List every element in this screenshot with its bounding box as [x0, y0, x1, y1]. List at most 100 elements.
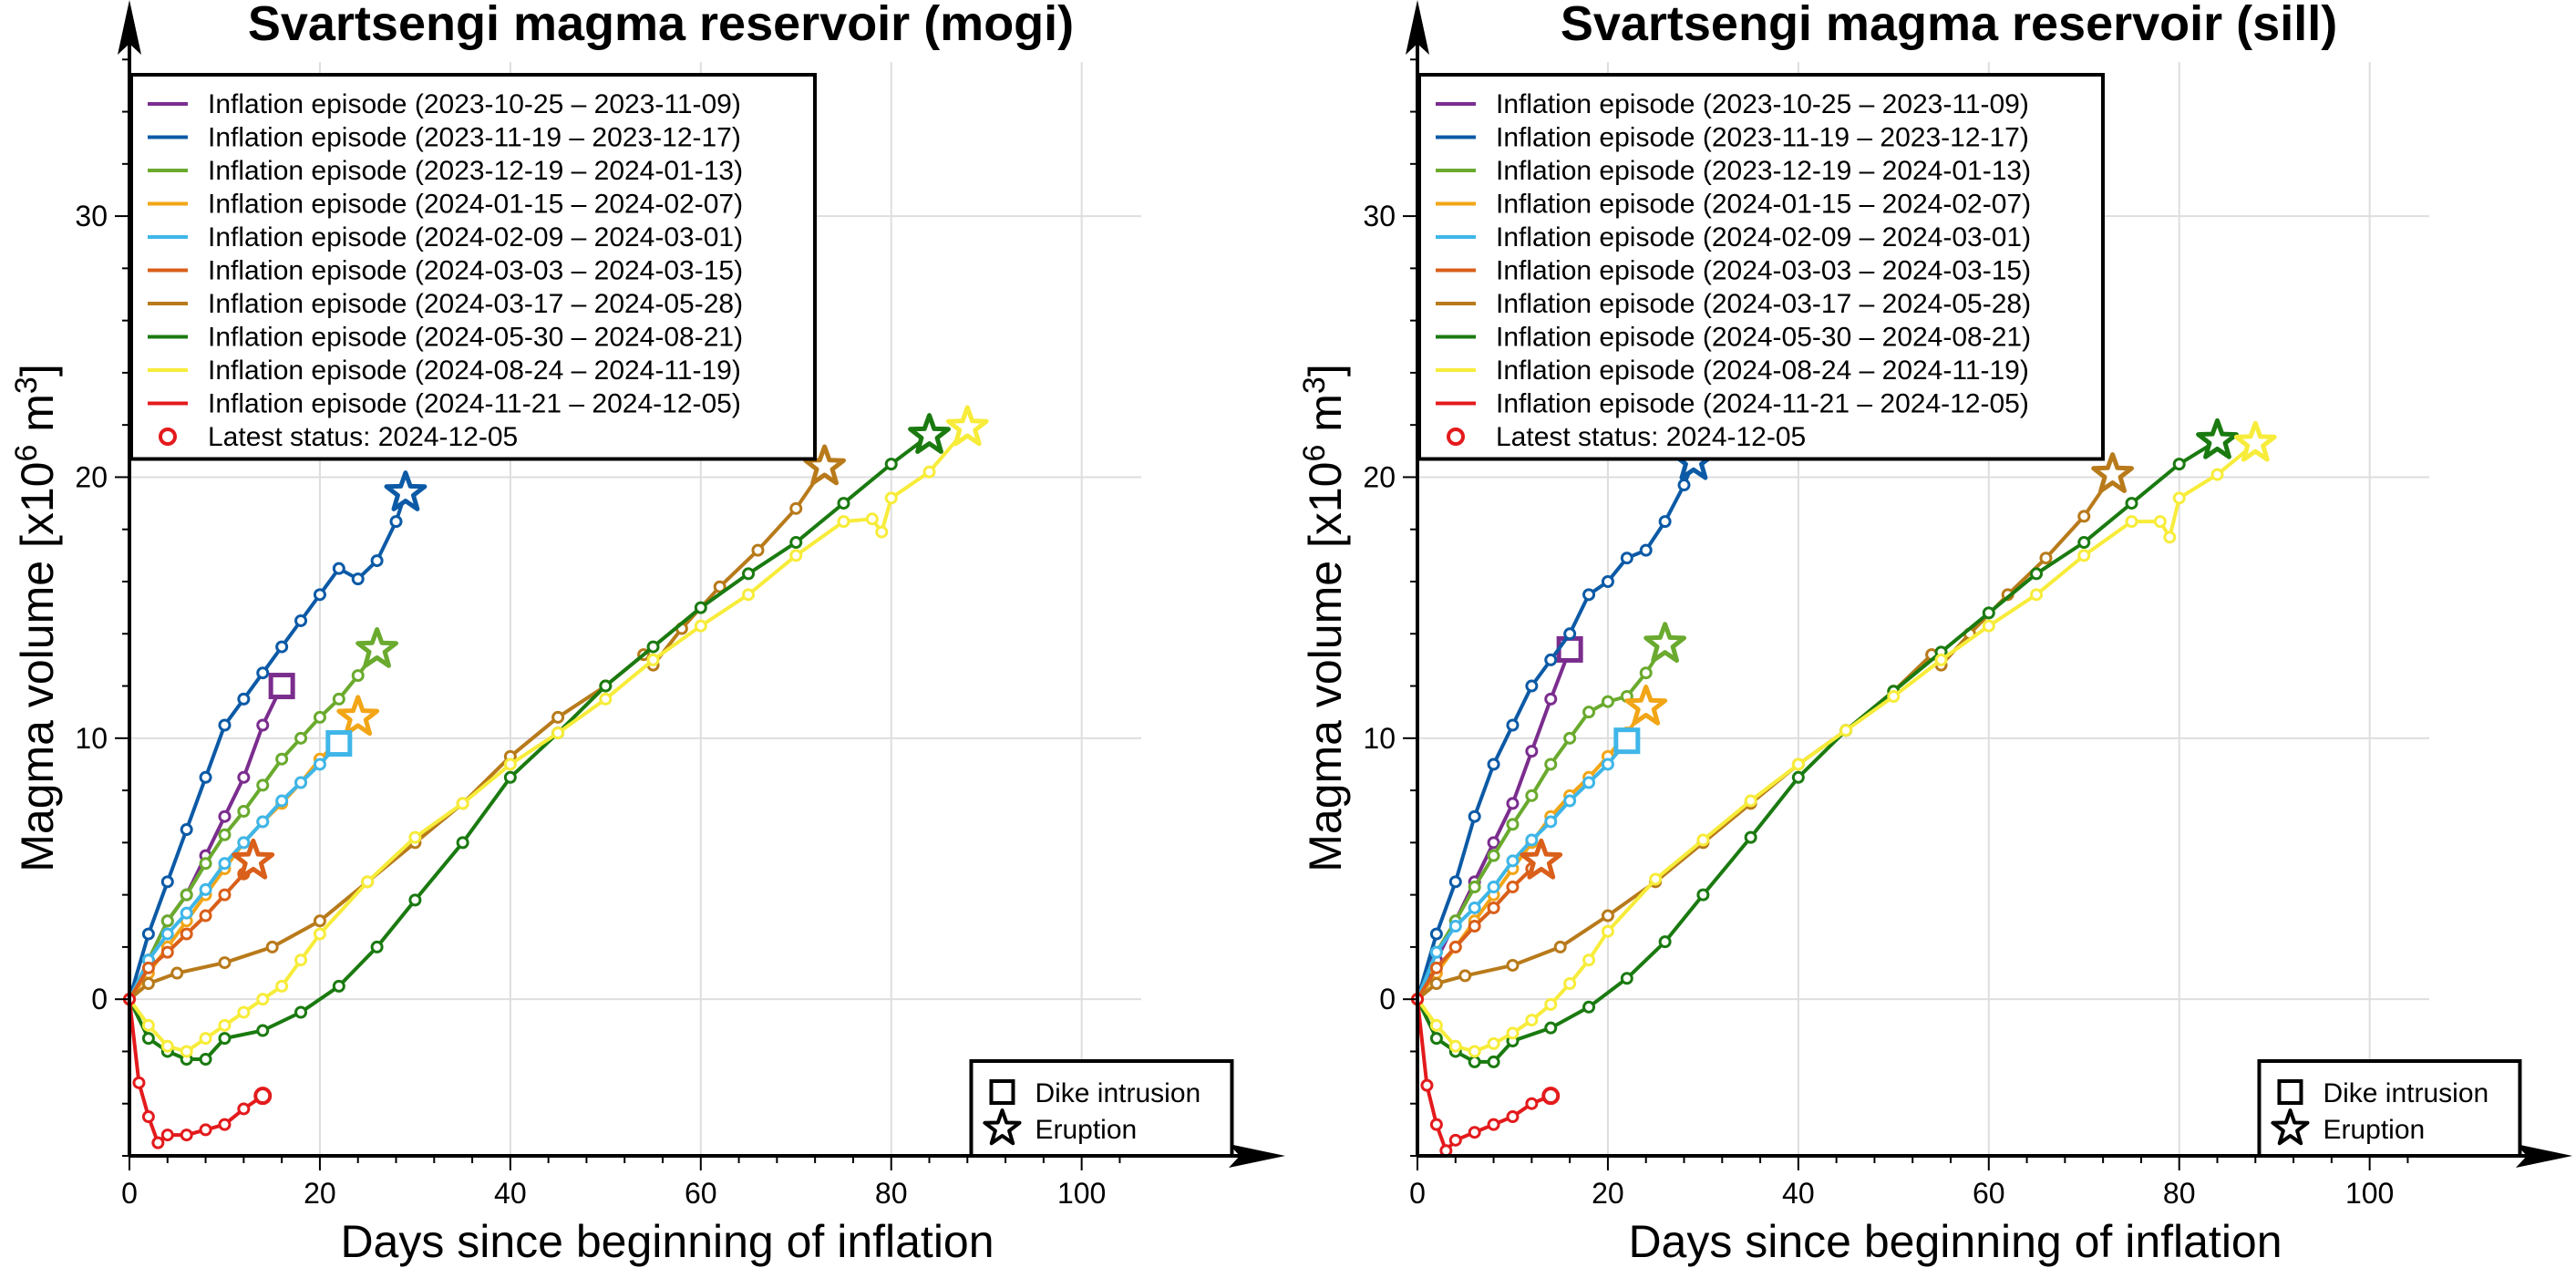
data-point [1544, 1021, 1558, 1035]
legend-box [1417, 73, 2105, 461]
data-point [1420, 1078, 1434, 1092]
legend-label: Inflation episode (2023-12-19 – 2024-01-… [208, 156, 743, 186]
data-point [313, 927, 326, 941]
data-point [218, 956, 232, 970]
data-point [1544, 815, 1558, 829]
data-point [218, 857, 232, 871]
data-point [599, 692, 613, 706]
data-point [1525, 679, 1539, 693]
data-point [2125, 515, 2138, 529]
data-point [1487, 1036, 1500, 1050]
data-point [256, 815, 270, 829]
data-point [141, 927, 155, 941]
data-point [1506, 718, 1520, 732]
data-point [180, 1045, 193, 1058]
data-point [694, 601, 707, 614]
data-point [2030, 567, 2044, 581]
data-point [313, 588, 326, 602]
data-point [1582, 588, 1596, 602]
data-point [408, 830, 422, 844]
eruption-marker [1520, 838, 1563, 880]
series-line [128, 491, 407, 1000]
legend-label: Inflation episode (2023-11-19 – 2023-12-… [1496, 123, 2029, 153]
data-point [370, 554, 384, 568]
data-point [1639, 543, 1653, 557]
eruption-marker [355, 627, 398, 668]
data-point [1487, 758, 1500, 771]
legend-latest-label: Latest status: 2024-12-05 [208, 422, 518, 452]
legend-label: Inflation episode (2024-01-15 – 2024-02-… [1496, 190, 2031, 220]
data-point [218, 888, 232, 902]
dike-legend-icon [2277, 1079, 2303, 1105]
data-point [1563, 731, 1577, 745]
data-point [218, 1032, 232, 1046]
x-tick-label: 60 [1973, 1177, 2005, 1210]
data-point [141, 977, 155, 990]
legend-label: Inflation episode (2024-03-03 – 2024-03-… [1496, 256, 2031, 286]
series-line [128, 998, 264, 1147]
data-point [1487, 836, 1500, 850]
data-point [551, 727, 565, 740]
data-point [503, 758, 517, 771]
y-axis-label-exponent: 6 [1297, 445, 1332, 462]
eruption-marker [1624, 685, 1668, 726]
y-axis-label-exponent: 6 [9, 445, 44, 462]
data-point [237, 770, 251, 784]
data-point [1563, 627, 1577, 641]
data-point [351, 669, 365, 683]
eruption-marker [2233, 420, 2277, 462]
series-6 [1411, 838, 1563, 1006]
data-point [1544, 758, 1558, 771]
data-point [789, 549, 803, 562]
data-point [1487, 1055, 1500, 1068]
data-point [132, 1076, 146, 1089]
legend-label: Inflation episode (2024-11-21 – 2024-12-… [208, 389, 741, 419]
data-point [742, 588, 756, 602]
data-point [875, 525, 889, 539]
data-point [237, 1005, 251, 1019]
data-point [275, 979, 289, 993]
series-line [1416, 438, 2219, 1064]
data-point [1487, 901, 1500, 914]
panel-mogi: Svartsengi magma reservoir (mogi) Days s… [9, 0, 1285, 1267]
dike-intrusion-marker [268, 673, 295, 700]
x-axis-arrow [1229, 1144, 1285, 1168]
data-point [275, 640, 289, 654]
dike-legend-icon [989, 1079, 1015, 1105]
dike-intrusion-marker [1613, 727, 1641, 755]
legend-label: Inflation episode (2024-08-24 – 2024-11-… [1496, 356, 2029, 386]
data-point [1982, 606, 1995, 620]
x-tick-label: 0 [121, 1177, 138, 1210]
eruption-legend-label: Eruption [2323, 1115, 2425, 1145]
data-point [1601, 758, 1614, 771]
data-point [1582, 953, 1596, 967]
series-10 [1411, 993, 1561, 1158]
data-point [237, 836, 251, 850]
x-tick-label: 40 [494, 1177, 527, 1210]
data-point [1429, 1018, 1443, 1032]
data-point [1429, 961, 1443, 974]
data-point [218, 1118, 232, 1131]
series-8 [123, 413, 951, 1067]
legend-label: Inflation episode (2024-02-09 – 2024-03-… [1496, 222, 2031, 253]
legend-box [129, 73, 817, 461]
data-point [256, 778, 270, 792]
y-axis-label: Magma volume [x106 m3] [1297, 364, 1351, 872]
series-10 [123, 993, 273, 1149]
data-point [294, 776, 308, 789]
data-point [1506, 881, 1520, 894]
series-9 [1411, 420, 2277, 1058]
data-point [1525, 833, 1539, 847]
x-tick-label: 100 [2345, 1177, 2394, 1210]
data-point [1525, 745, 1539, 758]
data-point [275, 752, 289, 766]
data-point [1601, 909, 1614, 922]
data-point [237, 805, 251, 818]
x-axis-label: Days since beginning of inflation [340, 1216, 994, 1267]
y-axis-arrow [1406, 0, 1429, 55]
data-point [275, 794, 289, 808]
data-point [160, 1129, 174, 1142]
data-point [1601, 695, 1614, 708]
data-point [408, 893, 422, 907]
marker-legend: Dike intrusion Eruption [969, 1059, 1234, 1158]
